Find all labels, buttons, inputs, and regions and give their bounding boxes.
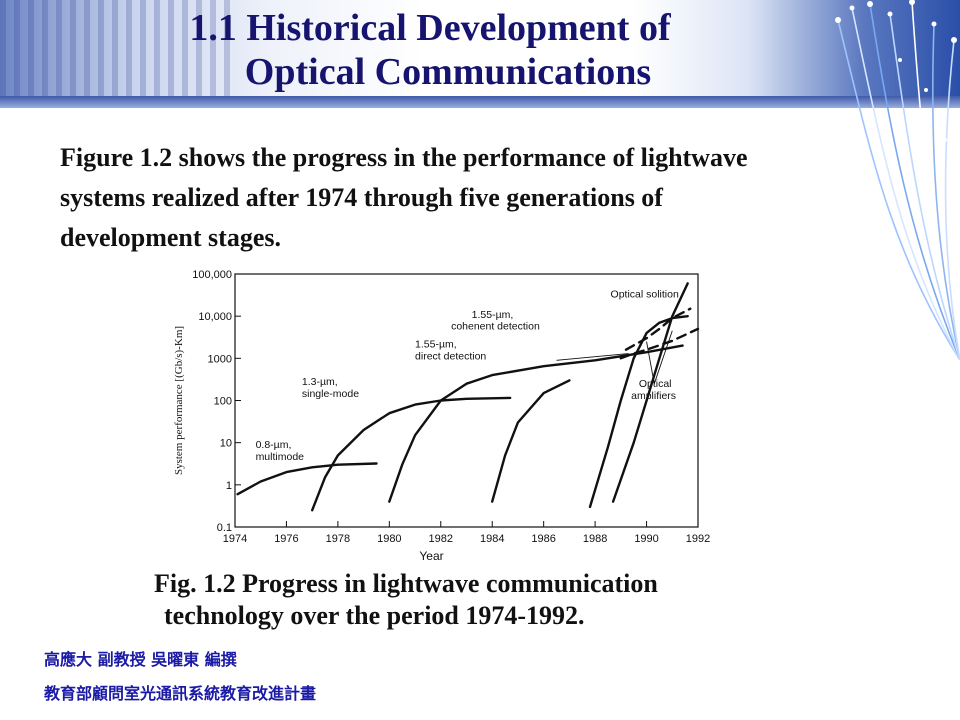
- x-tick-label: 1978: [326, 533, 350, 545]
- slide-title: 1.1 Historical Development of Optical Co…: [0, 6, 860, 94]
- y-tick-label: 0.1: [217, 522, 232, 534]
- footer-author: 高應大 副教授 吳曜東 編撰: [44, 650, 237, 669]
- footer-program: 教育部顧問室光通訊系統教育改進計畫: [44, 684, 317, 703]
- annotation-label: direct detection: [415, 350, 486, 362]
- caption-line-2: technology over the period 1974-1992.: [164, 601, 585, 630]
- circuit-board-decoration: [0, 0, 230, 108]
- annotation-label: Optical solition: [611, 288, 679, 300]
- x-tick-label: 1990: [634, 533, 658, 545]
- annotation-label: cohenent detection: [451, 321, 540, 333]
- annotation-label: single-mode: [302, 388, 359, 400]
- y-axis-label: System performance [(Gb/s)-Km]: [173, 326, 185, 475]
- annotation-label: 0.8-µm,: [256, 439, 292, 451]
- y-tick-label: 1: [226, 480, 232, 492]
- annotation-label: multimode: [256, 451, 305, 463]
- performance-chart: 1974 1976 1978 1980 1982 1984 1986 1988 1990 1992…: [173, 269, 710, 563]
- y-tick-label: 10: [220, 438, 232, 450]
- title-line-2: Optical Communications: [244, 51, 652, 93]
- annotation-label: 1.3-µm,: [302, 376, 338, 388]
- x-tick-label: 1986: [531, 533, 555, 545]
- caption-line-1: Fig. 1.2 Progress in lightwave communica…: [154, 569, 658, 598]
- series-line-2: [311, 396, 512, 512]
- plot-frame: [234, 273, 699, 528]
- series-line-8: [624, 307, 692, 351]
- body-paragraph: Figure 1.2 shows the progress in the per…: [60, 143, 748, 252]
- series-line-6: [588, 315, 689, 509]
- annotation-label: 1.55-µm,: [415, 339, 457, 351]
- x-tick-label: 1988: [583, 533, 607, 545]
- title-line-1: 1.1 Historical Development of: [189, 7, 671, 49]
- x-tick-label: 1974: [223, 533, 247, 545]
- figure-caption: Fig. 1.2 Progress in lightwave communica…: [154, 568, 854, 632]
- annotation-label: amplifiers: [631, 390, 676, 402]
- annotation-label: Optical: [639, 378, 672, 390]
- annotation-pointer: [646, 341, 655, 384]
- y-tick-label: 1000: [208, 353, 232, 365]
- annotation-label: 1.55-µm,: [472, 309, 514, 321]
- x-tick-label: 1980: [377, 533, 401, 545]
- annotation-pointer: [556, 353, 629, 361]
- annotation-pointer: [653, 330, 673, 384]
- title-banner: [0, 0, 960, 108]
- series-line-3: [388, 344, 684, 503]
- x-tick-label: 1984: [480, 533, 504, 545]
- banner-accent-bar: [0, 96, 960, 108]
- series-line-7: [619, 327, 700, 360]
- x-tick-label: 1976: [274, 533, 298, 545]
- y-tick-label: 10,000: [198, 311, 232, 323]
- y-tick-label: 100,000: [192, 269, 232, 281]
- series-line-4: [491, 379, 571, 503]
- series-line-5: [611, 282, 689, 503]
- x-tick-label: 1982: [429, 533, 453, 545]
- fiber-optic-decoration: [835, 0, 960, 360]
- series-line-1: [236, 462, 378, 496]
- x-tick-label: 1992: [686, 533, 710, 545]
- x-axis-label: Year: [419, 549, 443, 563]
- y-tick-label: 100: [214, 396, 232, 408]
